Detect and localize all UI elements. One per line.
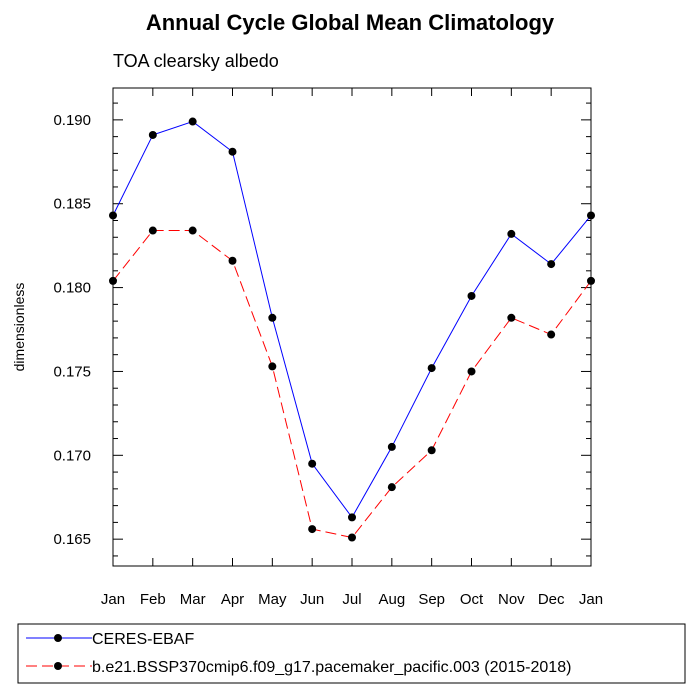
data-point	[507, 229, 516, 238]
data-point	[148, 130, 157, 139]
data-point	[348, 533, 356, 542]
x-tick-label: Nov	[498, 591, 525, 608]
series-line	[112, 230, 592, 539]
y-tick-label: 0.165	[53, 531, 91, 548]
x-tick-label: Mar	[180, 591, 206, 608]
x-tick-label: Sep	[418, 591, 445, 608]
legend-marker	[54, 662, 62, 670]
x-tick-label: Jan	[579, 591, 603, 608]
data-point	[547, 260, 556, 269]
data-point	[188, 226, 197, 235]
data-point	[467, 367, 476, 376]
y-tick-label: 0.180	[53, 280, 91, 297]
legend-box	[17, 623, 686, 684]
x-tick-label: Jan	[101, 591, 125, 608]
y-axis-label: dimensionless	[11, 283, 27, 372]
legend-label: CERES-EBAF	[92, 631, 194, 648]
data-point	[268, 362, 277, 371]
x-tick-label: May	[258, 591, 287, 608]
y-tick-label: 0.170	[53, 447, 91, 464]
y-tick-label: 0.190	[53, 112, 91, 129]
data-point	[348, 513, 356, 522]
y-tick-label: 0.185	[53, 196, 91, 213]
data-point	[427, 446, 436, 455]
data-point	[467, 291, 476, 300]
data-point	[148, 226, 157, 235]
data-point	[188, 117, 197, 126]
x-tick-label: Jul	[342, 591, 361, 608]
data-point	[387, 483, 396, 492]
x-tick-label: Jun	[300, 591, 324, 608]
x-tick-label: Dec	[538, 591, 565, 608]
data-point	[268, 313, 277, 322]
data-point	[547, 330, 556, 339]
data-point	[228, 256, 237, 265]
x-tick-label: Oct	[460, 591, 484, 608]
legend: CERES-EBAF b.e21.BSSP370cmip6.f09_g17.pac…	[17, 623, 686, 684]
x-tick-label: Feb	[140, 591, 166, 608]
chart-title: Annual Cycle Global Mean Climatology	[146, 10, 555, 35]
y-tick-label: 0.175	[53, 363, 91, 380]
axis-ticks: Jan Feb Mar Apr May Jun Jul Aug Sep Oct Nov Dec Jan 0…	[53, 88, 603, 608]
data-point	[308, 459, 317, 468]
x-tick-label: Apr	[221, 591, 244, 608]
data-point	[228, 147, 237, 156]
data-point	[387, 442, 396, 451]
data-point	[308, 525, 317, 534]
legend-marker	[54, 634, 62, 642]
chart-subtitle: TOA clearsky albedo	[113, 51, 279, 71]
plot-frame	[112, 87, 592, 567]
series-line	[112, 120, 592, 519]
x-tick-label: Aug	[378, 591, 405, 608]
legend-label: b.e21.BSSP370cmip6.f09_g17.pacemaker_pac…	[92, 659, 571, 676]
data-point	[427, 364, 436, 373]
data-point	[507, 313, 516, 322]
plot-series	[109, 117, 595, 542]
